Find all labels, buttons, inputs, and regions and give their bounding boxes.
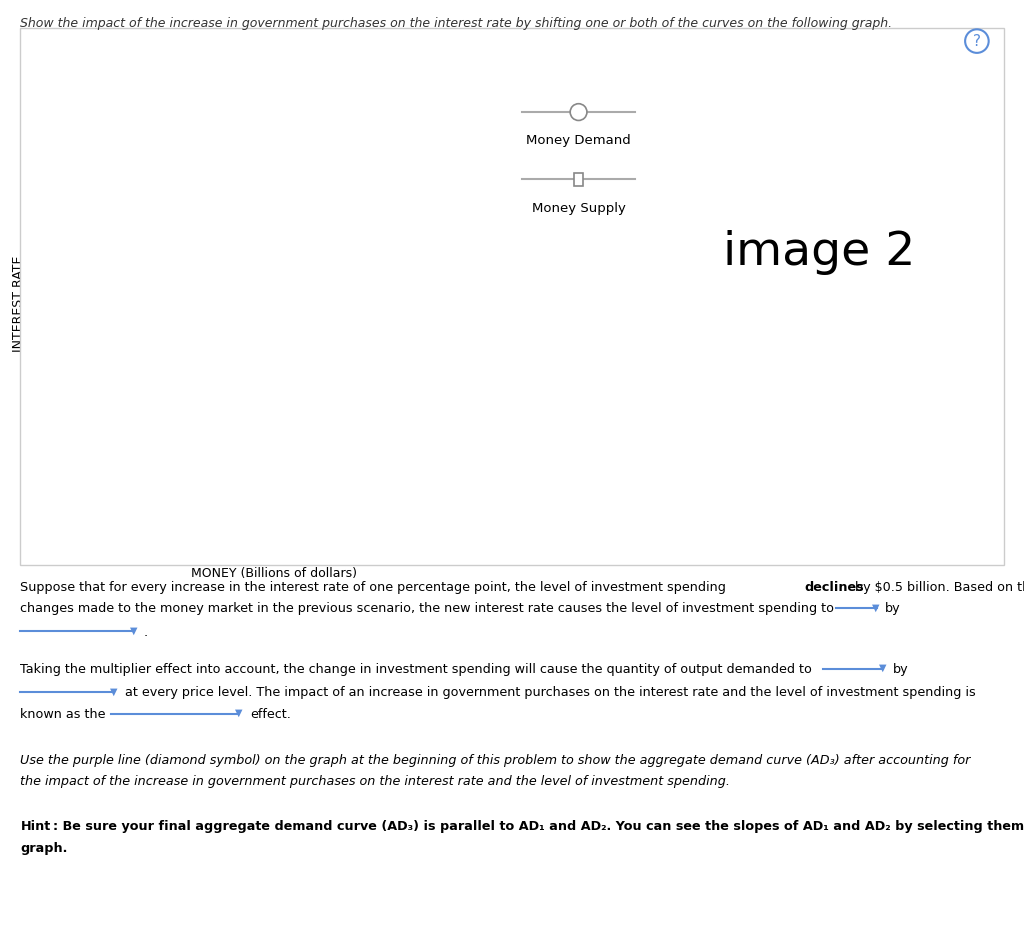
Text: .: .: [143, 626, 147, 639]
Y-axis label: INTEREST RATE: INTEREST RATE: [12, 255, 25, 352]
Text: Suppose that for every increase in the interest rate of one percentage point, th: Suppose that for every increase in the i…: [20, 581, 730, 594]
Text: by: by: [885, 602, 900, 616]
Text: ▼: ▼: [872, 602, 880, 613]
X-axis label: MONEY (Billions of dollars): MONEY (Billions of dollars): [190, 567, 357, 580]
Text: s: s: [575, 175, 582, 184]
Text: changes made to the money market in the previous scenario, the new interest rate: changes made to the money market in the …: [20, 602, 835, 616]
Text: ▼: ▼: [234, 708, 242, 718]
Text: ?: ?: [973, 34, 981, 49]
Text: image 2: image 2: [723, 230, 915, 275]
Text: known as the: known as the: [20, 708, 105, 721]
Text: by $0.5 billion. Based on the: by $0.5 billion. Based on the: [851, 581, 1024, 594]
Text: effect.: effect.: [250, 708, 291, 721]
Text: ▼: ▼: [879, 663, 886, 673]
Text: declines: declines: [805, 581, 864, 594]
Text: ▼: ▼: [130, 626, 137, 636]
Text: Money Demand: Money Demand: [526, 134, 631, 148]
Text: Taking the multiplier effect into account, the change in investment spending wil: Taking the multiplier effect into accoun…: [20, 663, 812, 676]
Text: Show the impact of the increase in government purchases on the interest rate by : Show the impact of the increase in gover…: [20, 17, 893, 30]
Text: at every price level. The impact of an increase in government purchases on the i: at every price level. The impact of an i…: [125, 686, 976, 700]
Text: : Be sure your final aggregate demand curve (AD₃) is parallel to AD₁ and AD₂. Yo: : Be sure your final aggregate demand cu…: [53, 820, 1024, 833]
Text: ▼: ▼: [110, 686, 117, 697]
Text: by: by: [893, 663, 908, 676]
Text: graph.: graph.: [20, 842, 68, 856]
Text: the impact of the increase in government purchases on the interest rate and the : the impact of the increase in government…: [20, 775, 730, 788]
Text: Money Supply: Money Supply: [150, 103, 238, 116]
Text: Money Demand: Money Demand: [330, 417, 428, 431]
Text: Money Supply: Money Supply: [531, 202, 626, 215]
Text: Hint: Hint: [20, 820, 51, 833]
Text: Use the purple line (diamond symbol) on the graph at the beginning of this probl: Use the purple line (diamond symbol) on …: [20, 754, 971, 767]
Text: o: o: [574, 106, 583, 119]
